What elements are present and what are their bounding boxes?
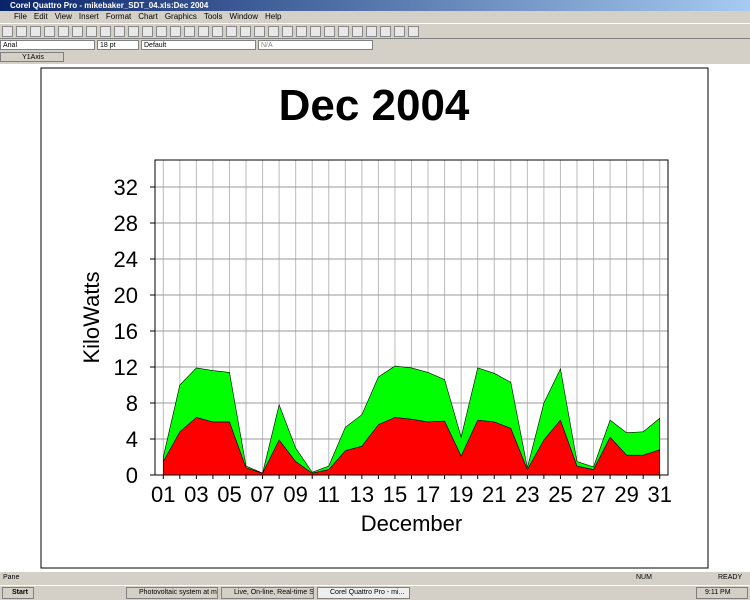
- y-tick-label: 24: [114, 247, 138, 272]
- tool-button[interactable]: [394, 26, 405, 37]
- x-tick-label: 23: [515, 482, 539, 507]
- tool-button[interactable]: [338, 26, 349, 37]
- menu-item[interactable]: Format: [105, 12, 132, 21]
- task-button[interactable]: Photovoltaic system at m...: [126, 587, 218, 599]
- menu-item[interactable]: Tools: [203, 12, 223, 21]
- selection-box[interactable]: Y1Axis: [0, 52, 64, 62]
- tool-button[interactable]: [226, 26, 237, 37]
- clock: 9:11 PM: [696, 587, 748, 599]
- tool-button[interactable]: [366, 26, 377, 37]
- x-tick-label: 29: [614, 482, 638, 507]
- tool-button[interactable]: [352, 26, 363, 37]
- x-tick-label: 11: [317, 482, 340, 507]
- tool-button[interactable]: [198, 26, 209, 37]
- x-tick-label: 13: [350, 482, 374, 507]
- menu-bar: File Edit View Insert Format Chart Graphics Too…: [0, 11, 750, 23]
- chart: Dec 2004 KiloWatts December 0 4 8 12 16 20 24 28 32…: [40, 67, 709, 569]
- taskbar: Start Photovoltaic system at m... Live, …: [0, 585, 750, 600]
- y-tick-label: 32: [114, 175, 138, 200]
- value-box[interactable]: N/A: [258, 40, 373, 50]
- menu-item[interactable]: View: [54, 12, 72, 21]
- tool-button[interactable]: [30, 26, 41, 37]
- tool-button[interactable]: [380, 26, 391, 37]
- task-button[interactable]: Live, On-line, Real-time S...: [221, 587, 314, 599]
- x-tick-label: 31: [647, 482, 671, 507]
- status-text: Pane: [3, 574, 20, 581]
- tool-button[interactable]: [212, 26, 223, 37]
- toolbar: [0, 23, 750, 39]
- title-bar: Corel Quattro Pro - mikebaker_SDT_04.xls…: [0, 0, 750, 11]
- status-num: NUM: [636, 574, 652, 581]
- menu-item[interactable]: File: [14, 12, 27, 21]
- y-tick-label: 16: [114, 319, 138, 344]
- menu-item[interactable]: Edit: [33, 12, 48, 21]
- tool-button[interactable]: [408, 26, 419, 37]
- tool-button[interactable]: [86, 26, 97, 37]
- font-box[interactable]: Arial: [0, 40, 95, 50]
- x-tick-label: 03: [184, 482, 208, 507]
- tool-button[interactable]: [44, 26, 55, 37]
- tool-button[interactable]: [72, 26, 83, 37]
- tool-button[interactable]: [128, 26, 139, 37]
- start-button[interactable]: Start: [2, 587, 34, 599]
- area: [162, 365, 661, 474]
- chart-title: Dec 2004: [279, 81, 470, 130]
- x-tick-label: 21: [482, 482, 506, 507]
- status-ready: READY: [718, 574, 743, 581]
- selection-row: Y1Axis: [0, 51, 750, 64]
- x-tick-label: 17: [416, 482, 440, 507]
- tool-button[interactable]: [170, 26, 181, 37]
- x-tick-label: 01: [151, 482, 175, 507]
- chart-page: Dec 2004 KiloWatts December 0 4 8 12 16 20 24 28 32…: [0, 64, 750, 572]
- menu-item[interactable]: Chart: [138, 12, 158, 21]
- tool-button[interactable]: [310, 26, 321, 37]
- status-bar: Pane NUM READY: [0, 572, 750, 584]
- tool-button[interactable]: [184, 26, 195, 37]
- style-box[interactable]: Default: [141, 40, 256, 50]
- x-tick-label: 05: [217, 482, 241, 507]
- x-tick-label: 19: [449, 482, 473, 507]
- x-tick-label: 15: [383, 482, 407, 507]
- menu-item[interactable]: Graphics: [164, 12, 197, 21]
- tool-button[interactable]: [114, 26, 125, 37]
- tool-button[interactable]: [268, 26, 279, 37]
- y-axis-label: KiloWatts: [79, 271, 104, 363]
- tool-button[interactable]: [16, 26, 27, 37]
- x-tick-label: 09: [283, 482, 307, 507]
- y-tick-label: 28: [114, 211, 138, 236]
- menu-item[interactable]: Window: [229, 12, 258, 21]
- x-tick-label: 07: [250, 482, 274, 507]
- menu-item[interactable]: Insert: [78, 12, 99, 21]
- window-title: Corel Quattro Pro - mikebaker_SDT_04.xls…: [10, 1, 209, 10]
- task-button[interactable]: Corel Quattro Pro - mi...: [317, 587, 410, 599]
- size-box[interactable]: 18 pt: [97, 40, 139, 50]
- x-axis-label: December: [361, 511, 462, 536]
- tool-button[interactable]: [254, 26, 265, 37]
- tool-button[interactable]: [324, 26, 335, 37]
- tool-button[interactable]: [142, 26, 153, 37]
- tool-button[interactable]: [58, 26, 69, 37]
- chart-frame: [40, 67, 709, 569]
- format-bar: Arial 18 pt Default N/A: [0, 39, 750, 51]
- menu-item[interactable]: Help: [264, 12, 282, 21]
- tool-button[interactable]: [296, 26, 307, 37]
- x-tick-label: 25: [548, 482, 572, 507]
- y-tick-label: 4: [126, 427, 138, 452]
- x-tick-label: 27: [581, 482, 605, 507]
- y-tick-label: 0: [126, 463, 138, 488]
- tool-button[interactable]: [100, 26, 111, 37]
- tool-button[interactable]: [156, 26, 167, 37]
- tool-button[interactable]: [240, 26, 251, 37]
- y-tick-label: 20: [114, 283, 138, 308]
- y-tick-label: 8: [126, 391, 138, 416]
- tool-button[interactable]: [2, 26, 13, 37]
- y-tick-label: 12: [114, 355, 138, 380]
- tool-button[interactable]: [282, 26, 293, 37]
